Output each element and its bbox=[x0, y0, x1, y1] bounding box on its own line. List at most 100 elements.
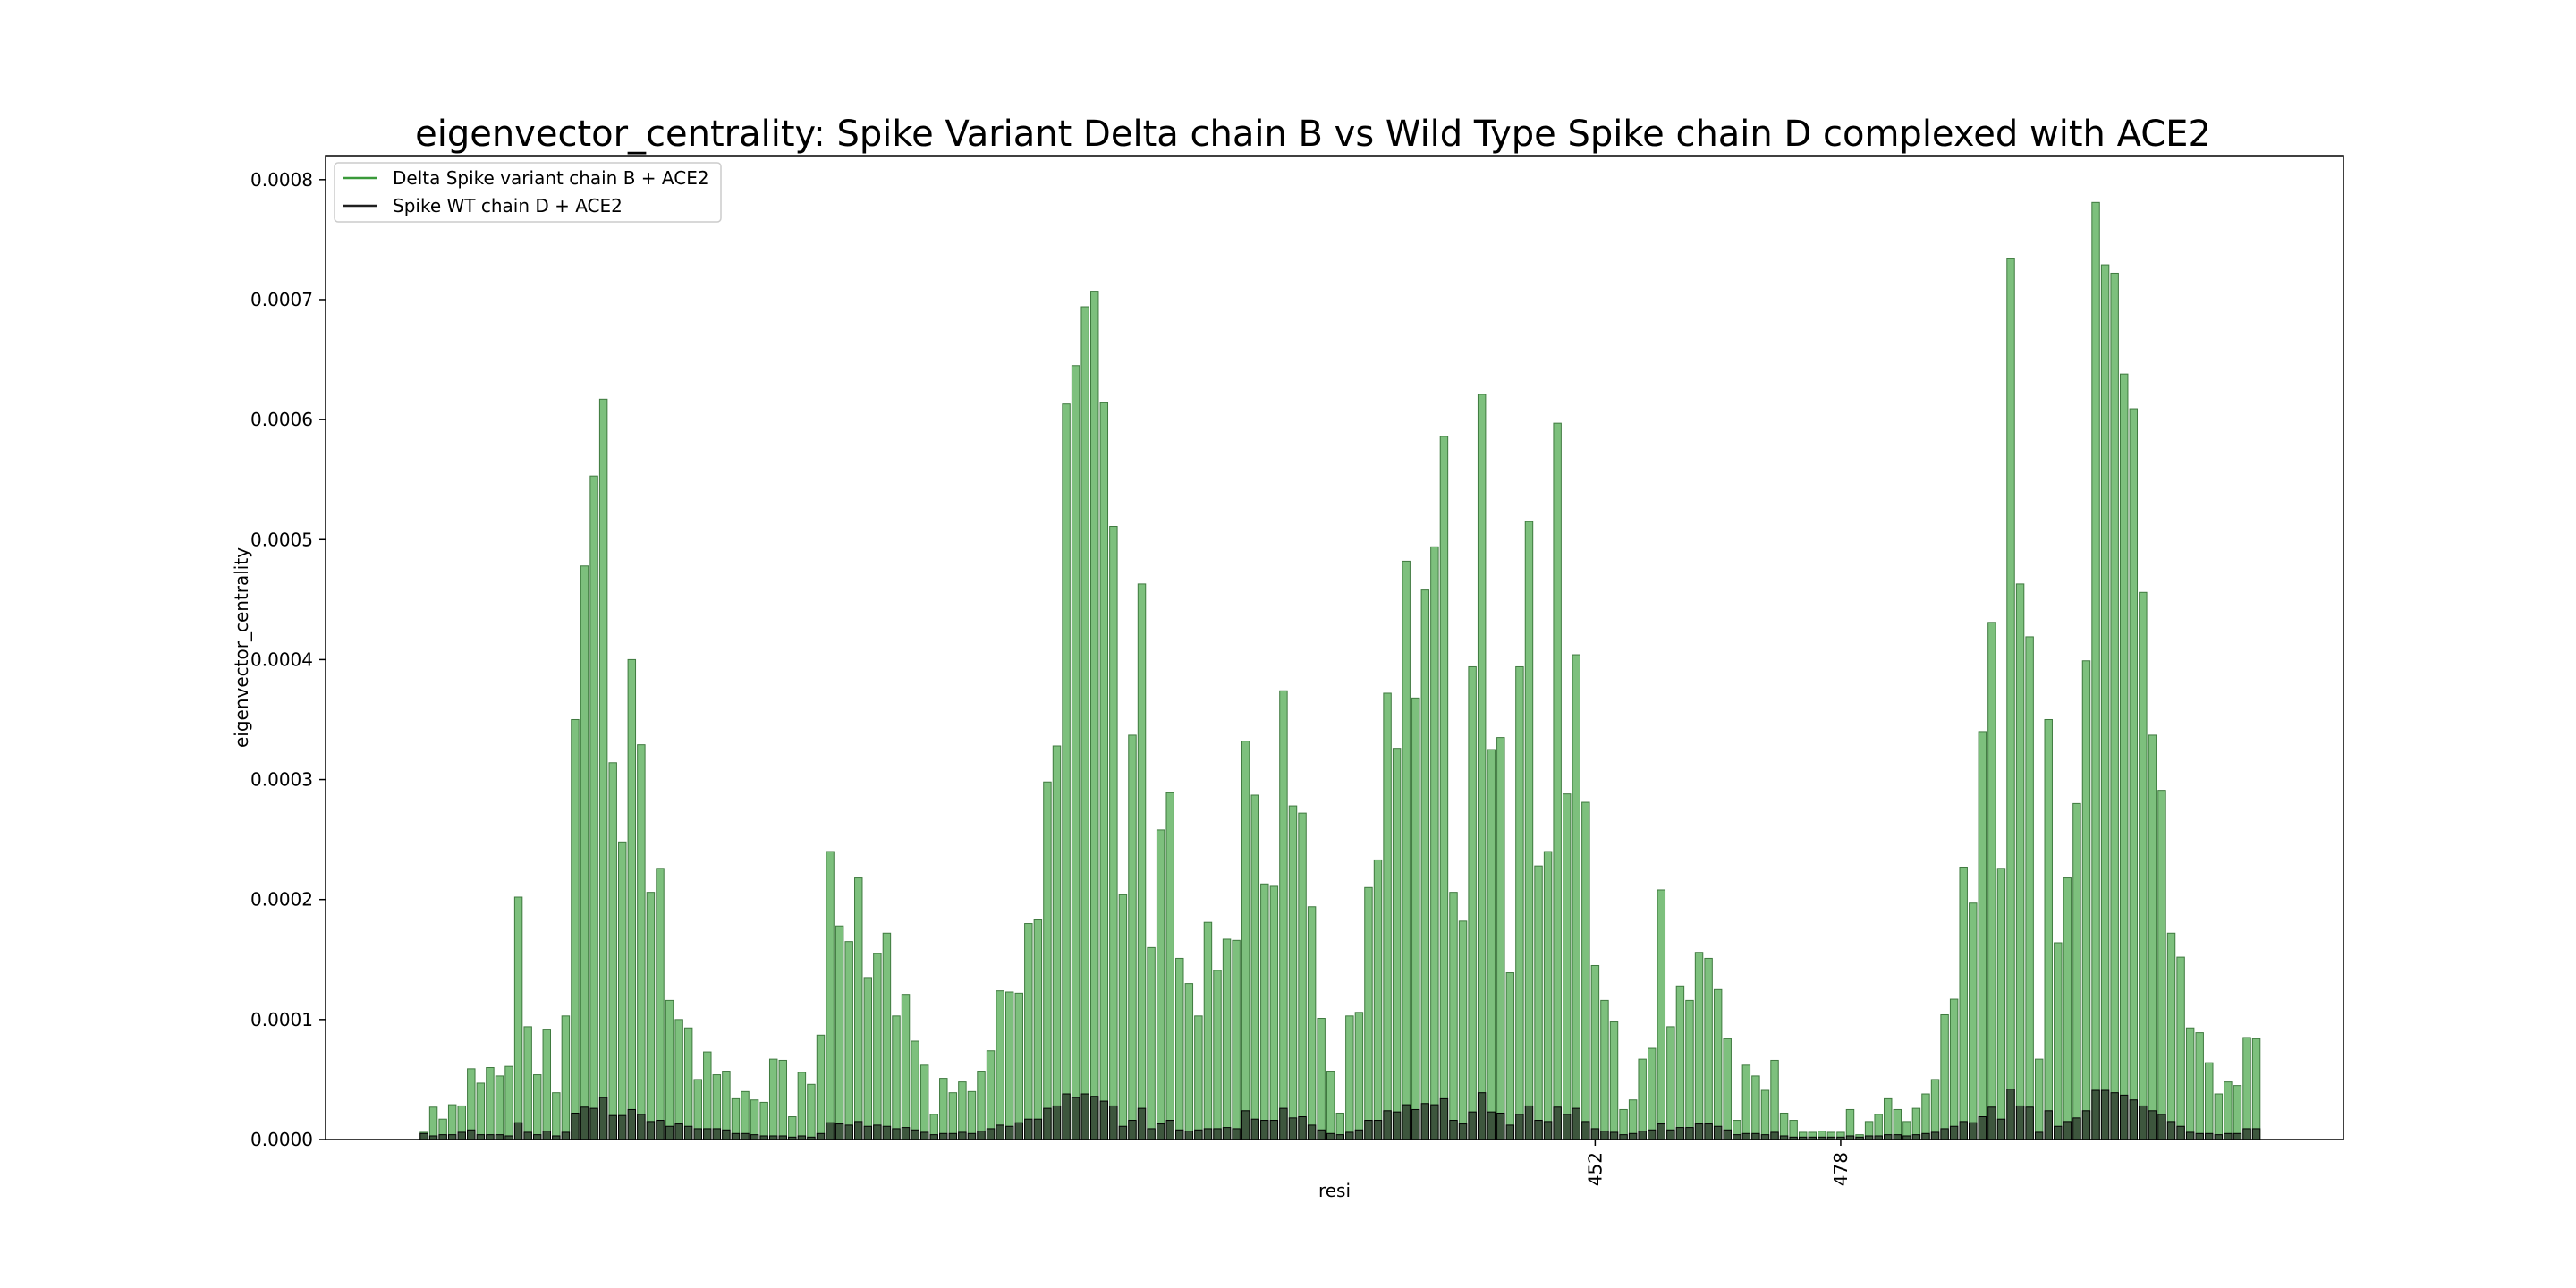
y-tick-label: 0.0005 bbox=[250, 529, 313, 550]
bar-wt-135 bbox=[1694, 1123, 1704, 1140]
bar-wt-49 bbox=[882, 1125, 892, 1140]
bar-wt-116 bbox=[1515, 1114, 1524, 1140]
bar-wt-64 bbox=[1024, 1118, 1033, 1140]
bar-delta-64 bbox=[1024, 923, 1033, 1140]
bar-delta-75 bbox=[1128, 734, 1137, 1140]
bar-wt-19 bbox=[598, 1097, 608, 1140]
y-tick-label: 0.0000 bbox=[250, 1129, 313, 1150]
y-axis-label: eigenvector_centrality bbox=[231, 547, 252, 748]
legend: Delta Spike variant chain B + ACE2 Spike… bbox=[334, 162, 722, 223]
bar-delta-126 bbox=[1609, 1021, 1619, 1140]
bar-wt-155 bbox=[1884, 1134, 1893, 1140]
bar-wt-99 bbox=[1354, 1129, 1364, 1140]
bar-wt-21 bbox=[618, 1114, 627, 1140]
bar-delta-22 bbox=[627, 658, 637, 1140]
bar-delta-28 bbox=[683, 1027, 693, 1140]
bar-delta-14 bbox=[552, 1092, 561, 1140]
bar-wt-139 bbox=[1733, 1134, 1741, 1140]
bar-wt-170 bbox=[2025, 1106, 2034, 1140]
bar-delta-133 bbox=[1675, 985, 1685, 1140]
series-wt-bars bbox=[419, 1089, 2261, 1140]
bar-delta-38 bbox=[778, 1059, 787, 1140]
bar-delta-192 bbox=[2233, 1085, 2242, 1140]
bar-delta-76 bbox=[1137, 583, 1147, 1140]
y-axis: 0.0000 0.0001 0.0002 0.0003 0.0004 0.0005 0.00… bbox=[250, 169, 326, 1150]
bar-wt-172 bbox=[2044, 1110, 2053, 1140]
bar-delta-193 bbox=[2242, 1037, 2251, 1140]
bar-wt-143 bbox=[1770, 1131, 1779, 1140]
bar-wt-80 bbox=[1175, 1129, 1184, 1140]
bar-wt-6 bbox=[476, 1134, 486, 1140]
bar-delta-102 bbox=[1383, 692, 1392, 1140]
bar-delta-7 bbox=[486, 1067, 495, 1140]
bar-wt-162 bbox=[1949, 1125, 1959, 1140]
bar-wt-52 bbox=[911, 1129, 919, 1140]
bar-delta-134 bbox=[1685, 999, 1694, 1140]
bar-wt-127 bbox=[1619, 1134, 1628, 1140]
bar-wt-31 bbox=[712, 1128, 722, 1140]
bar-wt-74 bbox=[1118, 1125, 1128, 1140]
bar-wt-182 bbox=[2139, 1105, 2148, 1140]
bar-wt-82 bbox=[1194, 1129, 1203, 1140]
bar-delta-116 bbox=[1515, 665, 1524, 1140]
bar-wt-115 bbox=[1505, 1124, 1515, 1140]
bar-wt-32 bbox=[722, 1129, 731, 1140]
bar-delta-94 bbox=[1307, 906, 1317, 1140]
bar-delta-5 bbox=[467, 1068, 476, 1140]
y-tick-label: 0.0006 bbox=[250, 409, 313, 430]
bar-wt-65 bbox=[1033, 1118, 1043, 1140]
bar-wt-126 bbox=[1609, 1131, 1619, 1140]
bar-wt-122 bbox=[1572, 1107, 1581, 1140]
bar-delta-188 bbox=[2195, 1032, 2204, 1140]
bar-wt-87 bbox=[1241, 1110, 1250, 1140]
bar-wt-55 bbox=[939, 1132, 948, 1140]
bar-wt-179 bbox=[2110, 1092, 2119, 1140]
bar-delta-190 bbox=[2214, 1093, 2224, 1140]
bar-wt-111 bbox=[1468, 1111, 1477, 1140]
bar-delta-121 bbox=[1562, 793, 1572, 1140]
bar-delta-174 bbox=[2063, 877, 2072, 1140]
bar-delta-50 bbox=[892, 1015, 901, 1140]
bar-delta-10 bbox=[513, 896, 523, 1140]
legend-label-delta: Delta Spike variant chain B + ACE2 bbox=[393, 167, 709, 189]
bar-delta-101 bbox=[1373, 859, 1383, 1140]
bar-wt-53 bbox=[919, 1131, 929, 1140]
bar-delta-179 bbox=[2110, 272, 2119, 1140]
bar-wt-113 bbox=[1487, 1111, 1496, 1140]
bar-delta-12 bbox=[532, 1074, 542, 1140]
bar-delta-117 bbox=[1524, 521, 1534, 1140]
bar-wt-175 bbox=[2072, 1117, 2081, 1140]
bar-delta-41 bbox=[807, 1083, 816, 1140]
bar-delta-73 bbox=[1109, 526, 1118, 1140]
bar-wt-103 bbox=[1392, 1111, 1402, 1140]
bar-delta-120 bbox=[1553, 422, 1562, 1140]
bar-delta-85 bbox=[1222, 938, 1232, 1140]
bar-wt-193 bbox=[2242, 1128, 2251, 1140]
bar-wt-46 bbox=[854, 1121, 863, 1140]
bar-delta-57 bbox=[958, 1081, 967, 1140]
bar-delta-106 bbox=[1420, 589, 1430, 1140]
bar-delta-59 bbox=[977, 1071, 986, 1140]
bar-wt-159 bbox=[1921, 1132, 1930, 1140]
bar-wt-192 bbox=[2233, 1132, 2242, 1140]
bar-delta-56 bbox=[948, 1092, 958, 1140]
bar-delta-1 bbox=[428, 1106, 438, 1140]
bar-delta-182 bbox=[2139, 591, 2148, 1140]
bar-wt-5 bbox=[467, 1129, 476, 1140]
bar-wt-73 bbox=[1109, 1105, 1118, 1140]
bar-delta-35 bbox=[750, 1099, 759, 1140]
bar-wt-130 bbox=[1648, 1129, 1657, 1140]
bar-wt-33 bbox=[731, 1132, 741, 1140]
bar-delta-99 bbox=[1354, 1012, 1364, 1140]
bar-wt-12 bbox=[532, 1134, 542, 1140]
bar-wt-185 bbox=[2166, 1121, 2176, 1140]
bar-delta-137 bbox=[1713, 988, 1723, 1140]
bar-delta-143 bbox=[1770, 1059, 1779, 1140]
bar-wt-23 bbox=[637, 1114, 646, 1140]
bar-wt-11 bbox=[523, 1131, 532, 1140]
bar-wt-96 bbox=[1326, 1132, 1335, 1140]
legend-box bbox=[334, 162, 722, 223]
bar-wt-10 bbox=[513, 1122, 523, 1140]
bar-wt-134 bbox=[1685, 1127, 1694, 1140]
bar-delta-177 bbox=[2091, 201, 2100, 1140]
